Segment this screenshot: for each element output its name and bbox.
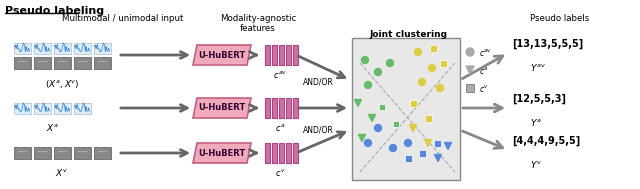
FancyBboxPatch shape bbox=[433, 139, 440, 146]
FancyBboxPatch shape bbox=[352, 38, 460, 180]
FancyBboxPatch shape bbox=[466, 84, 474, 92]
Polygon shape bbox=[355, 99, 362, 106]
FancyBboxPatch shape bbox=[379, 104, 385, 110]
Circle shape bbox=[415, 49, 422, 56]
Text: U-HuBERT: U-HuBERT bbox=[198, 50, 246, 60]
Text: $X^{a}$: $X^{a}$ bbox=[45, 122, 58, 133]
FancyBboxPatch shape bbox=[33, 147, 51, 159]
Text: Joint clustering: Joint clustering bbox=[369, 30, 447, 39]
Circle shape bbox=[362, 57, 369, 64]
Circle shape bbox=[466, 48, 474, 56]
FancyBboxPatch shape bbox=[429, 44, 436, 51]
Text: $Y^{av}$: $Y^{av}$ bbox=[530, 62, 546, 73]
Text: Multimodal / unimodal input: Multimodal / unimodal input bbox=[62, 14, 184, 23]
Text: Pseudo labels: Pseudo labels bbox=[531, 14, 589, 23]
Polygon shape bbox=[435, 154, 442, 161]
Polygon shape bbox=[193, 45, 251, 65]
FancyBboxPatch shape bbox=[54, 43, 70, 53]
Text: U-HuBERT: U-HuBERT bbox=[198, 149, 246, 157]
Text: Pseudo labeling: Pseudo labeling bbox=[5, 6, 104, 16]
FancyBboxPatch shape bbox=[279, 45, 284, 65]
Polygon shape bbox=[445, 143, 451, 149]
Text: $Y^{v}$: $Y^{v}$ bbox=[530, 159, 542, 170]
Text: $c^{v}$: $c^{v}$ bbox=[479, 83, 489, 94]
FancyBboxPatch shape bbox=[419, 149, 426, 156]
FancyBboxPatch shape bbox=[279, 143, 284, 163]
Text: AND/OR: AND/OR bbox=[303, 77, 333, 87]
Text: U-HuBERT: U-HuBERT bbox=[198, 104, 246, 112]
FancyBboxPatch shape bbox=[265, 143, 270, 163]
FancyBboxPatch shape bbox=[33, 102, 51, 114]
FancyBboxPatch shape bbox=[54, 102, 70, 114]
Circle shape bbox=[374, 68, 381, 75]
FancyBboxPatch shape bbox=[74, 43, 90, 53]
FancyBboxPatch shape bbox=[74, 102, 90, 114]
FancyBboxPatch shape bbox=[279, 98, 284, 118]
Text: $c^{a}$: $c^{a}$ bbox=[275, 122, 285, 133]
Polygon shape bbox=[410, 125, 417, 132]
Text: [12,5,5,3]: [12,5,5,3] bbox=[512, 94, 566, 104]
Polygon shape bbox=[466, 66, 474, 74]
Text: [13,13,5,5,5]: [13,13,5,5,5] bbox=[512, 39, 583, 49]
Polygon shape bbox=[424, 139, 431, 146]
FancyBboxPatch shape bbox=[293, 143, 298, 163]
Text: $Y^{a}$: $Y^{a}$ bbox=[530, 117, 541, 128]
FancyBboxPatch shape bbox=[13, 43, 31, 53]
FancyBboxPatch shape bbox=[272, 143, 277, 163]
FancyBboxPatch shape bbox=[286, 45, 291, 65]
Text: $c^{v}$: $c^{v}$ bbox=[275, 167, 285, 178]
FancyBboxPatch shape bbox=[74, 147, 90, 159]
Text: $c^{av}$: $c^{av}$ bbox=[273, 69, 287, 80]
FancyBboxPatch shape bbox=[93, 147, 111, 159]
FancyBboxPatch shape bbox=[424, 115, 431, 122]
FancyBboxPatch shape bbox=[293, 98, 298, 118]
FancyBboxPatch shape bbox=[93, 43, 111, 53]
FancyBboxPatch shape bbox=[13, 102, 31, 114]
FancyBboxPatch shape bbox=[440, 60, 447, 67]
Polygon shape bbox=[369, 115, 376, 122]
Text: Modality-agnostic
features: Modality-agnostic features bbox=[220, 14, 296, 33]
Circle shape bbox=[365, 139, 371, 146]
FancyBboxPatch shape bbox=[265, 45, 270, 65]
Text: [4,4,4,9,5,5]: [4,4,4,9,5,5] bbox=[512, 136, 580, 146]
Circle shape bbox=[429, 64, 435, 71]
Circle shape bbox=[404, 139, 412, 146]
Circle shape bbox=[436, 84, 444, 91]
FancyBboxPatch shape bbox=[286, 143, 291, 163]
FancyBboxPatch shape bbox=[74, 57, 90, 69]
FancyBboxPatch shape bbox=[293, 45, 298, 65]
FancyBboxPatch shape bbox=[33, 43, 51, 53]
FancyBboxPatch shape bbox=[272, 98, 277, 118]
Polygon shape bbox=[358, 135, 365, 142]
Text: $(X^{a},X^{v})$: $(X^{a},X^{v})$ bbox=[45, 78, 79, 90]
FancyBboxPatch shape bbox=[54, 147, 70, 159]
FancyBboxPatch shape bbox=[93, 57, 111, 69]
FancyBboxPatch shape bbox=[13, 147, 31, 159]
Polygon shape bbox=[193, 143, 251, 163]
FancyBboxPatch shape bbox=[265, 98, 270, 118]
Text: AND/OR: AND/OR bbox=[303, 125, 333, 135]
Circle shape bbox=[365, 81, 371, 88]
FancyBboxPatch shape bbox=[272, 45, 277, 65]
Circle shape bbox=[390, 145, 397, 152]
Text: $c^{av}$: $c^{av}$ bbox=[479, 46, 492, 57]
FancyBboxPatch shape bbox=[33, 57, 51, 69]
FancyBboxPatch shape bbox=[393, 121, 399, 127]
Polygon shape bbox=[193, 98, 251, 118]
FancyBboxPatch shape bbox=[404, 154, 412, 161]
FancyBboxPatch shape bbox=[410, 99, 417, 106]
Text: $c^{a}$: $c^{a}$ bbox=[479, 64, 488, 75]
Text: $X^{v}$: $X^{v}$ bbox=[56, 167, 68, 178]
Circle shape bbox=[419, 78, 426, 85]
Circle shape bbox=[374, 125, 381, 132]
Circle shape bbox=[387, 60, 394, 67]
FancyBboxPatch shape bbox=[13, 57, 31, 69]
FancyBboxPatch shape bbox=[54, 57, 70, 69]
FancyBboxPatch shape bbox=[286, 98, 291, 118]
